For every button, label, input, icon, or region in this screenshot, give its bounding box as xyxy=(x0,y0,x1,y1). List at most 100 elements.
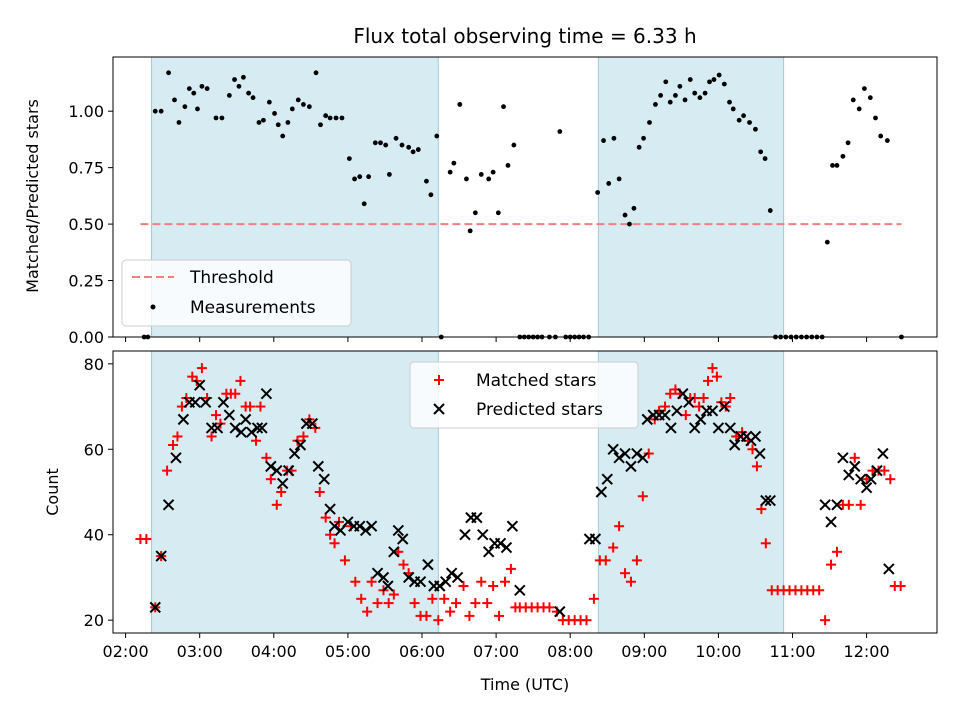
legend-matched-swatch xyxy=(434,375,444,385)
measurement-point xyxy=(333,115,339,121)
matched-star-point xyxy=(885,474,896,485)
measurement-point xyxy=(191,90,197,96)
matched-star-point xyxy=(614,521,625,532)
measurement-point xyxy=(410,149,416,155)
matched-star-point xyxy=(760,538,771,549)
predicted-star-point xyxy=(831,499,843,511)
measurement-point xyxy=(758,149,764,155)
matched-star-point xyxy=(499,576,510,587)
predicted-star-point xyxy=(223,409,236,421)
predicted-star-point xyxy=(613,452,625,464)
predicted-star-point xyxy=(402,571,415,584)
matched-star-point xyxy=(751,461,762,472)
measurement-point xyxy=(884,138,890,143)
measurement-point xyxy=(327,115,333,121)
predicted-star-point xyxy=(239,413,252,426)
matched-star-point xyxy=(350,576,361,587)
measurement-point xyxy=(256,120,262,125)
measurement-point xyxy=(721,81,727,87)
measurement-point xyxy=(219,115,225,121)
measurement-point xyxy=(346,156,352,162)
matched-star-point xyxy=(814,585,825,596)
predicted-star-point xyxy=(251,422,264,434)
predicted-star-point xyxy=(371,567,384,579)
matched-star-point xyxy=(362,606,373,617)
matched-star-point xyxy=(725,393,736,403)
matched-star-point xyxy=(843,499,854,510)
measurement-point xyxy=(824,239,830,245)
measurement-point xyxy=(152,108,158,114)
predicted-star-point xyxy=(637,452,649,464)
matched-star-point xyxy=(409,598,420,609)
predicted-star-point xyxy=(860,482,873,494)
measurement-point xyxy=(236,83,242,89)
measurement-point xyxy=(697,95,703,101)
measurement-point xyxy=(767,208,773,213)
matched-star-point xyxy=(660,401,671,412)
matched-star-point xyxy=(339,555,350,566)
measurement-point xyxy=(424,178,429,184)
predicted-star-point xyxy=(260,388,273,400)
predicted-star-point xyxy=(276,477,289,490)
x-tick-label: 05:00 xyxy=(325,642,371,661)
y-tick-label: 80 xyxy=(84,355,104,374)
legend-predicted-swatch xyxy=(433,403,445,415)
matched-star-point xyxy=(235,375,246,386)
predicted-star-point xyxy=(414,576,427,588)
measurement-point xyxy=(747,120,752,125)
measurement-point xyxy=(339,115,345,121)
measurement-point xyxy=(658,92,664,98)
measurement-point xyxy=(318,122,323,128)
predicted-star-point xyxy=(342,516,354,528)
predicted-star-point xyxy=(595,486,608,498)
matched-star-point xyxy=(356,593,367,604)
matched-star-point xyxy=(620,568,631,579)
measurement-point xyxy=(195,106,200,112)
measurement-point xyxy=(490,169,496,175)
predicted-star-point xyxy=(211,422,224,434)
measurement-point xyxy=(447,169,453,175)
predicted-star-point xyxy=(235,426,247,438)
predicted-star-point xyxy=(245,426,258,438)
matched-star-point xyxy=(451,598,462,609)
predicted-star-point xyxy=(294,439,307,451)
matched-star-point xyxy=(711,371,722,382)
predicted-star-point xyxy=(625,460,637,473)
matched-star-point xyxy=(445,606,456,617)
matched-star-point xyxy=(505,563,516,574)
predicted-star-point xyxy=(677,388,689,400)
measurement-point xyxy=(472,210,478,216)
measurement-point xyxy=(457,102,463,107)
top-legend: Threshold Measurements xyxy=(121,259,352,327)
measurement-point xyxy=(478,172,484,177)
bottom-axes-frame xyxy=(112,350,938,634)
matched-star-point xyxy=(162,465,173,476)
predicted-star-point xyxy=(477,529,489,541)
predicted-star-point xyxy=(724,422,736,434)
measurement-point xyxy=(873,115,878,121)
predicted-star-point xyxy=(764,494,776,507)
measurement-point xyxy=(464,176,469,182)
predicted-star-point xyxy=(718,400,731,413)
predicted-star-point xyxy=(271,464,283,477)
predicted-star-point xyxy=(683,396,695,408)
measurement-point xyxy=(663,79,669,85)
measurement-point xyxy=(595,190,601,195)
predicted-star-point xyxy=(641,413,653,426)
predicted-star-point xyxy=(354,520,366,532)
measurement-point xyxy=(378,140,383,146)
measurement-point xyxy=(840,153,846,159)
y-tick-label: 0.50 xyxy=(68,215,104,234)
matched-star-point xyxy=(245,401,256,412)
measurement-point xyxy=(246,90,252,96)
predicted-star-point xyxy=(843,469,855,481)
top-axes-frame xyxy=(112,56,938,338)
x-tick-label: 09:00 xyxy=(621,642,667,661)
measurement-point xyxy=(158,108,164,114)
predicted-star-point xyxy=(189,396,201,408)
measurement-point xyxy=(213,115,219,121)
bottom-y-axis-label: Count xyxy=(43,468,62,516)
predicted-star-point xyxy=(318,473,330,485)
measurement-point xyxy=(172,97,177,103)
matched-star-point xyxy=(643,448,654,459)
